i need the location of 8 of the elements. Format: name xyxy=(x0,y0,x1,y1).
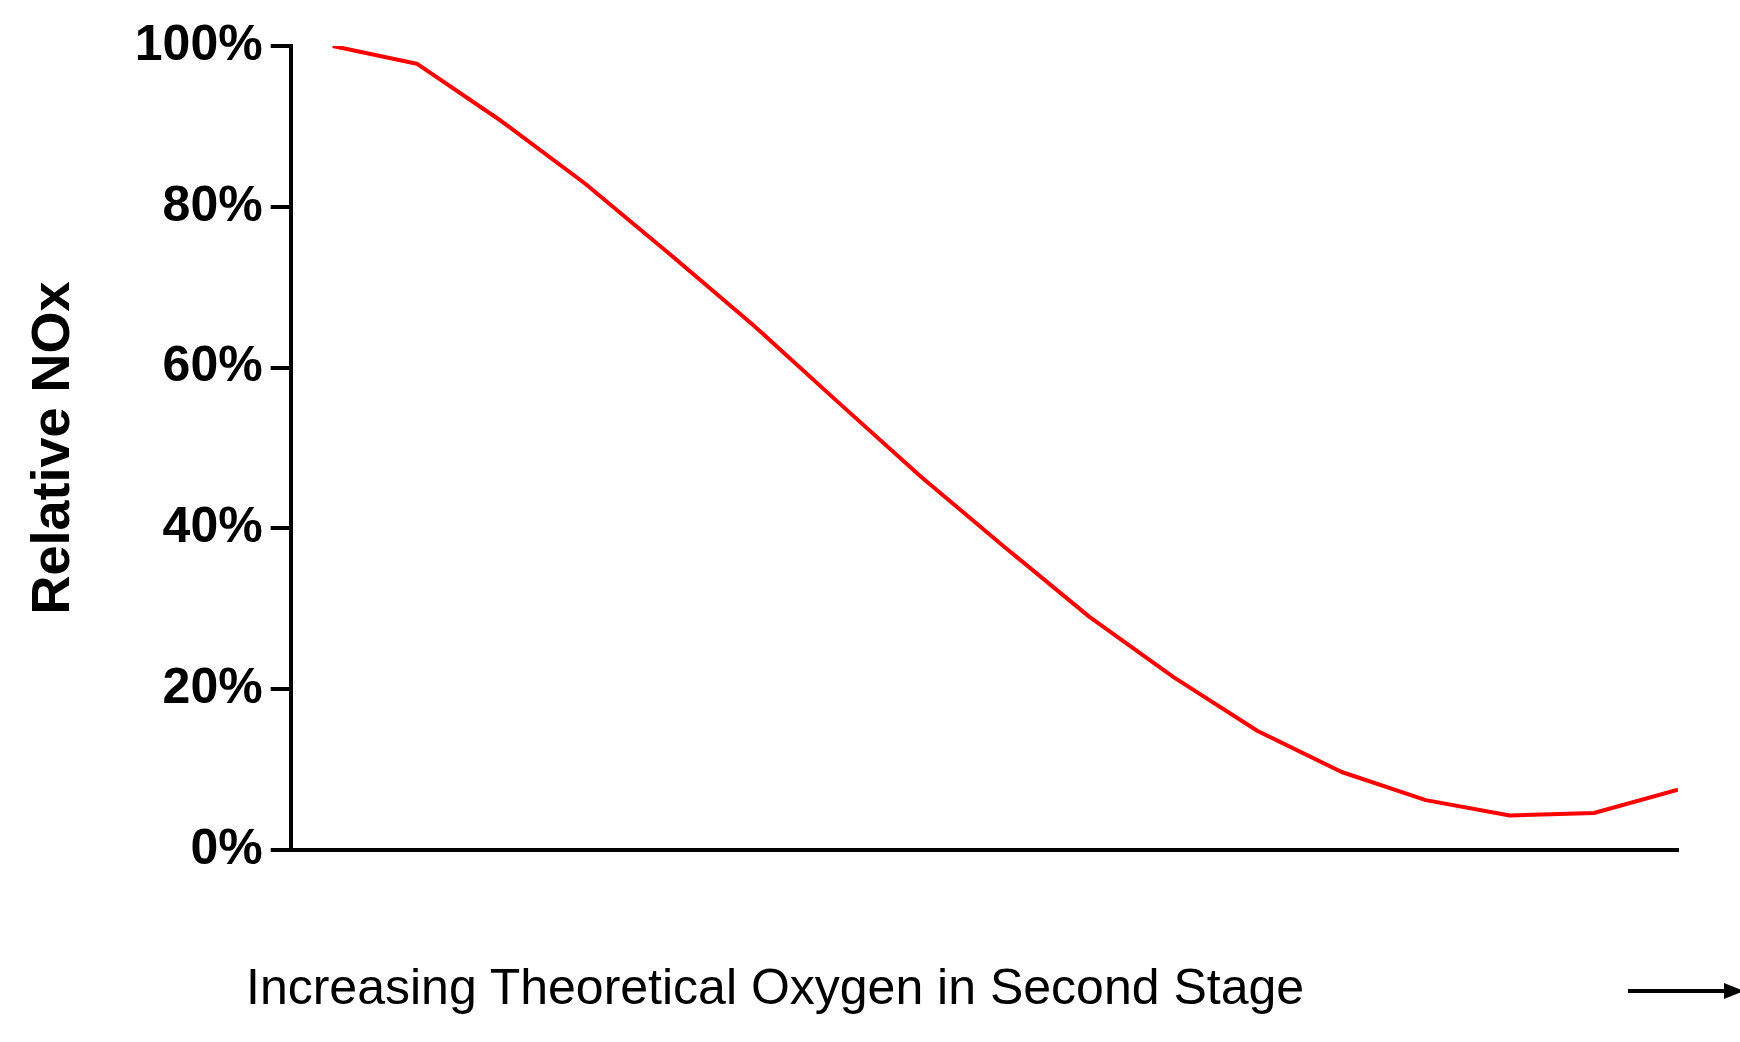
y-tick-label: 60% xyxy=(162,336,263,393)
y-tick-label: 80% xyxy=(162,175,263,232)
y-axis-title: Relative NOx xyxy=(20,281,81,615)
x-axis-title: Increasing Theoretical Oxygen in Second Stage xyxy=(246,958,1305,1016)
y-tick-label: 20% xyxy=(162,657,263,714)
y-tick-label: 0% xyxy=(190,818,263,875)
y-tick-label: 100% xyxy=(134,14,263,71)
y-tick-label: 40% xyxy=(162,497,263,554)
